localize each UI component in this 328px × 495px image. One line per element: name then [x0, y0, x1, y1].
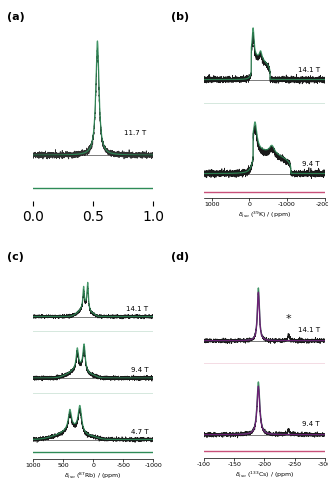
Text: (d): (d) — [171, 252, 189, 262]
X-axis label: $\delta_{iso}$ ($^{133}$Cs) / (ppm): $\delta_{iso}$ ($^{133}$Cs) / (ppm) — [235, 470, 294, 480]
Text: 14.1 T: 14.1 T — [127, 306, 149, 312]
Text: *: * — [286, 314, 291, 324]
X-axis label: $\delta_{iso}$ ($^{87}$Rb) / (ppm): $\delta_{iso}$ ($^{87}$Rb) / (ppm) — [64, 471, 122, 481]
Text: 4.7 T: 4.7 T — [131, 429, 149, 435]
Text: 14.1 T: 14.1 T — [298, 327, 320, 333]
Text: (b): (b) — [171, 12, 189, 22]
Text: 14.1 T: 14.1 T — [298, 67, 320, 73]
Text: 9.4 T: 9.4 T — [302, 161, 320, 167]
Text: 9.4 T: 9.4 T — [131, 367, 149, 373]
Text: 11.7 T: 11.7 T — [124, 130, 146, 136]
Text: 9.4 T: 9.4 T — [302, 421, 320, 427]
Text: (c): (c) — [7, 252, 23, 262]
Text: (a): (a) — [7, 12, 24, 22]
X-axis label: $\delta_{iso}$ ($^{39}$K) / (ppm): $\delta_{iso}$ ($^{39}$K) / (ppm) — [238, 210, 291, 220]
